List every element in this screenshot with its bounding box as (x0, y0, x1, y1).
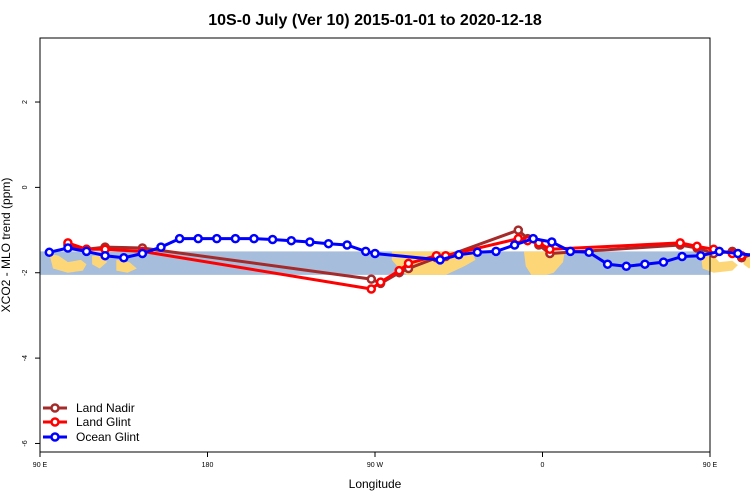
legend: Land Nadir Land Glint Ocean Glint (43, 401, 140, 444)
legend-marker-ocean-glint (50, 432, 60, 442)
point-ocean-glint-32 (677, 251, 687, 262)
point-land-glint-14 (675, 238, 685, 248)
point-land-glint-7 (403, 258, 414, 269)
point-ocean-glint-4 (119, 253, 129, 263)
point-ocean-glint-16 (342, 240, 352, 250)
land-mass-0 (49, 253, 87, 273)
point-land-nadir-10 (513, 225, 524, 235)
legend-marker-land-nadir (50, 403, 60, 413)
x-tick-label-0: 90 E (33, 462, 48, 469)
point-ocean-glint-14 (305, 237, 315, 247)
point-ocean-glint-28 (602, 259, 613, 269)
point-ocean-glint-13 (286, 235, 297, 246)
point-ocean-glint-11 (249, 233, 259, 244)
point-ocean-glint-34 (714, 246, 725, 257)
point-ocean-glint-12 (267, 234, 278, 245)
point-ocean-glint-0 (44, 247, 55, 258)
y-tick-label-0: 2 (22, 100, 29, 104)
point-ocean-glint-22 (491, 246, 501, 257)
point-ocean-glint-1 (63, 243, 73, 253)
point-ocean-glint-24 (528, 233, 538, 244)
legend-label-land-glint: Land Glint (76, 415, 131, 429)
point-ocean-glint-25 (547, 237, 557, 247)
point-ocean-glint-7 (174, 233, 185, 244)
point-ocean-glint-21 (472, 247, 483, 258)
x-axis-label: Longitude (349, 477, 402, 491)
legend-item-ocean-glint: Ocean Glint (43, 430, 140, 444)
point-land-glint-15 (692, 241, 702, 252)
series-group (44, 225, 750, 294)
point-land-glint-4 (366, 284, 377, 294)
x-tick-label-4: 90 E (703, 462, 718, 469)
x-tick-label-2: 90 W (367, 462, 384, 469)
series-line-ocean-glint (48, 237, 750, 268)
point-land-glint-13 (545, 244, 555, 255)
legend-label-land-nadir: Land Nadir (76, 401, 135, 415)
point-ocean-glint-17 (360, 246, 371, 257)
point-ocean-glint-29 (621, 261, 632, 272)
point-ocean-glint-3 (100, 250, 110, 261)
legend-label-ocean-glint: Ocean Glint (76, 430, 140, 444)
legend-marker-land-glint (50, 417, 60, 427)
point-ocean-glint-5 (137, 248, 148, 259)
x-tick-label-3: 0 (541, 462, 545, 469)
y-tick-label-2: -2 (22, 270, 29, 276)
point-ocean-glint-19 (435, 255, 445, 265)
land-mass-2 (116, 259, 137, 273)
point-ocean-glint-10 (230, 233, 241, 244)
point-land-glint-5 (375, 277, 386, 287)
point-ocean-glint-30 (640, 259, 650, 269)
point-ocean-glint-2 (81, 246, 92, 257)
point-ocean-glint-8 (193, 233, 203, 244)
chart-title: 10S-0 July (Ver 10) 2015-01-01 to 2020-1… (208, 12, 542, 29)
x-axis: 90 E 180 90 W 0 90 E (33, 452, 718, 469)
point-ocean-glint-6 (156, 242, 166, 252)
point-land-glint-6 (394, 265, 404, 276)
point-ocean-glint-23 (509, 240, 520, 250)
point-ocean-glint-15 (323, 238, 334, 249)
point-land-nadir-4 (366, 274, 377, 284)
point-ocean-glint-35 (733, 248, 743, 259)
x-tick-label-1: 180 (202, 462, 214, 469)
point-ocean-glint-20 (454, 250, 464, 260)
y-tick-label-3: -4 (22, 355, 29, 361)
point-ocean-glint-31 (658, 257, 669, 267)
point-ocean-glint-26 (565, 246, 576, 257)
point-ocean-glint-18 (370, 248, 380, 259)
legend-item-land-nadir: Land Nadir (43, 401, 135, 415)
y-axis: 2 0 -2 -4 -6 (22, 100, 40, 447)
point-ocean-glint-27 (584, 247, 594, 258)
series-ocean-glint (44, 233, 750, 272)
y-tick-label-1: 0 (22, 185, 29, 189)
land-mass-4 (523, 251, 565, 275)
y-axis-label: XCO2 - MLO trend (ppm) (0, 178, 13, 313)
point-ocean-glint-33 (695, 250, 706, 261)
y-tick-label-4: -6 (22, 440, 29, 446)
point-ocean-glint-9 (212, 233, 222, 244)
legend-item-land-glint: Land Glint (43, 415, 131, 429)
